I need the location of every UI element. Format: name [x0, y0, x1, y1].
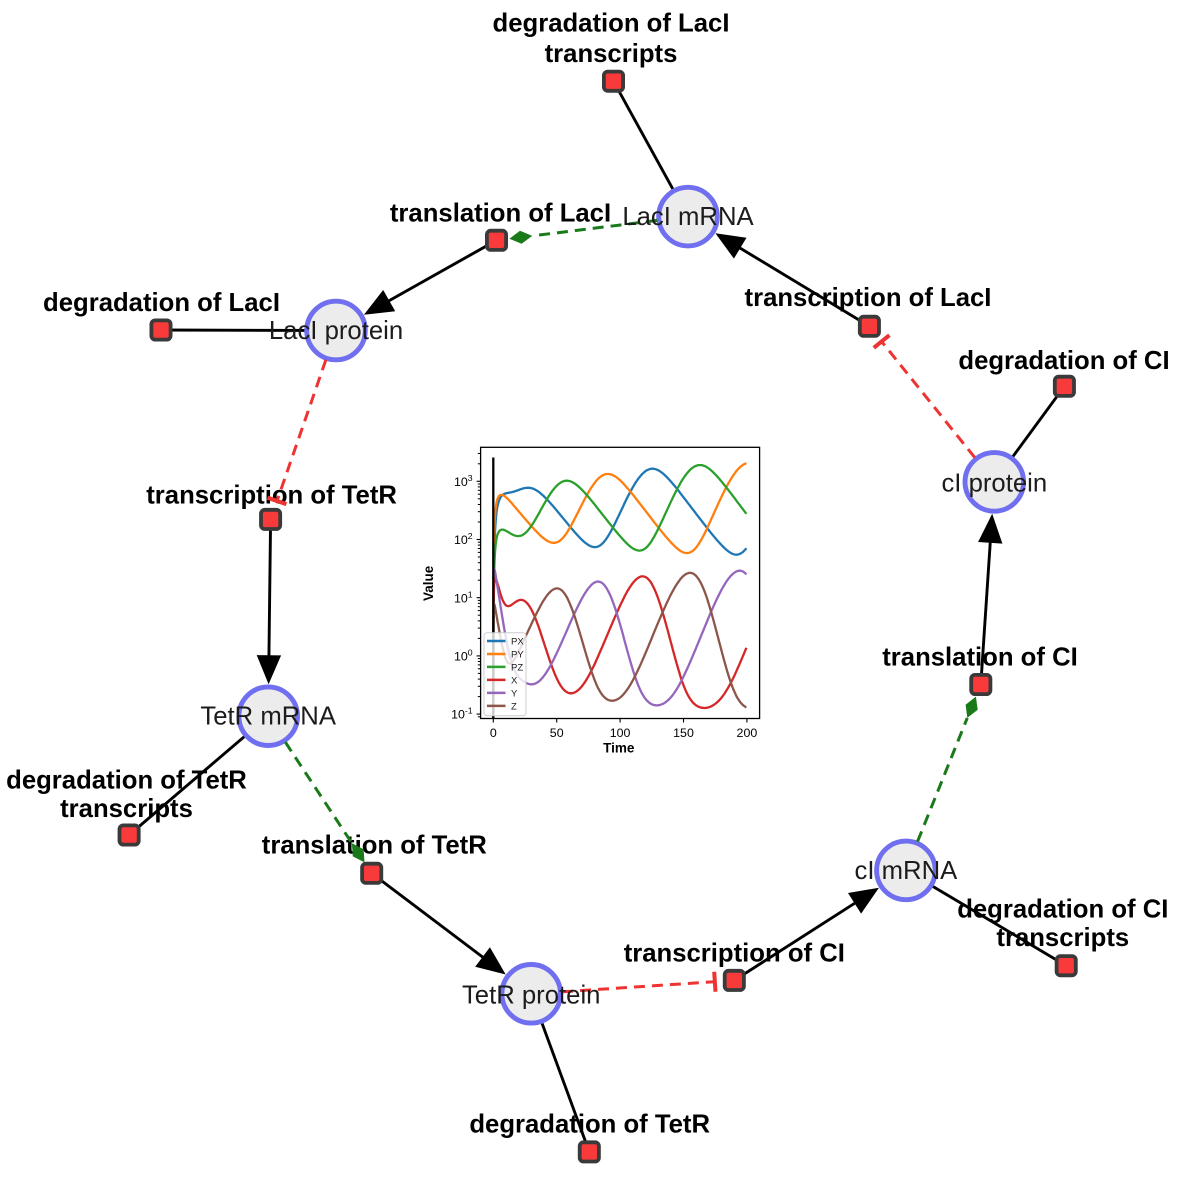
svg-text:10-1: 10-1: [451, 706, 473, 722]
svg-text:Z: Z: [511, 701, 517, 712]
svg-text:200: 200: [737, 726, 758, 740]
svg-text:translation of LacI: translation of LacI: [390, 199, 611, 227]
svg-text:100: 100: [454, 648, 473, 664]
svg-text:degradation of TetR: degradation of TetR: [469, 1111, 710, 1139]
svg-text:transcripts: transcripts: [545, 40, 678, 68]
svg-text:102: 102: [454, 531, 473, 547]
svg-text:transcripts: transcripts: [60, 795, 193, 823]
svg-text:100: 100: [610, 726, 631, 740]
svg-text:degradation of CI: degradation of CI: [958, 347, 1169, 375]
svg-text:cI protein: cI protein: [941, 469, 1047, 497]
svg-text:degradation of CI: degradation of CI: [957, 896, 1168, 924]
svg-text:LacI mRNA: LacI mRNA: [622, 203, 754, 231]
svg-text:50: 50: [550, 726, 564, 740]
svg-text:TetR protein: TetR protein: [462, 982, 601, 1010]
svg-text:transcription of TetR: transcription of TetR: [146, 482, 397, 510]
svg-text:PY: PY: [511, 650, 524, 661]
svg-text:degradation of LacI: degradation of LacI: [493, 10, 730, 38]
svg-text:degradation of LacI: degradation of LacI: [43, 289, 280, 317]
svg-text:PX: PX: [511, 637, 524, 648]
svg-text:101: 101: [454, 589, 473, 605]
svg-text:Y: Y: [511, 688, 518, 699]
svg-text:Value: Value: [421, 565, 436, 601]
svg-text:transcription of LacI: transcription of LacI: [745, 284, 992, 312]
svg-text:translation of TetR: translation of TetR: [262, 832, 487, 860]
svg-text:Time: Time: [603, 740, 635, 755]
svg-text:X: X: [511, 675, 518, 686]
svg-text:150: 150: [673, 726, 694, 740]
svg-text:LacI protein: LacI protein: [269, 317, 403, 345]
svg-text:transcription of CI: transcription of CI: [624, 939, 845, 967]
svg-text:TetR mRNA: TetR mRNA: [200, 703, 336, 731]
svg-text:PZ: PZ: [511, 662, 523, 673]
svg-text:103: 103: [454, 473, 473, 489]
svg-text:translation of CI: translation of CI: [882, 644, 1078, 672]
svg-text:degradation of TetR: degradation of TetR: [6, 766, 247, 794]
svg-text:transcripts: transcripts: [996, 924, 1129, 952]
svg-text:0: 0: [490, 726, 497, 740]
svg-text:cI mRNA: cI mRNA: [855, 857, 959, 885]
